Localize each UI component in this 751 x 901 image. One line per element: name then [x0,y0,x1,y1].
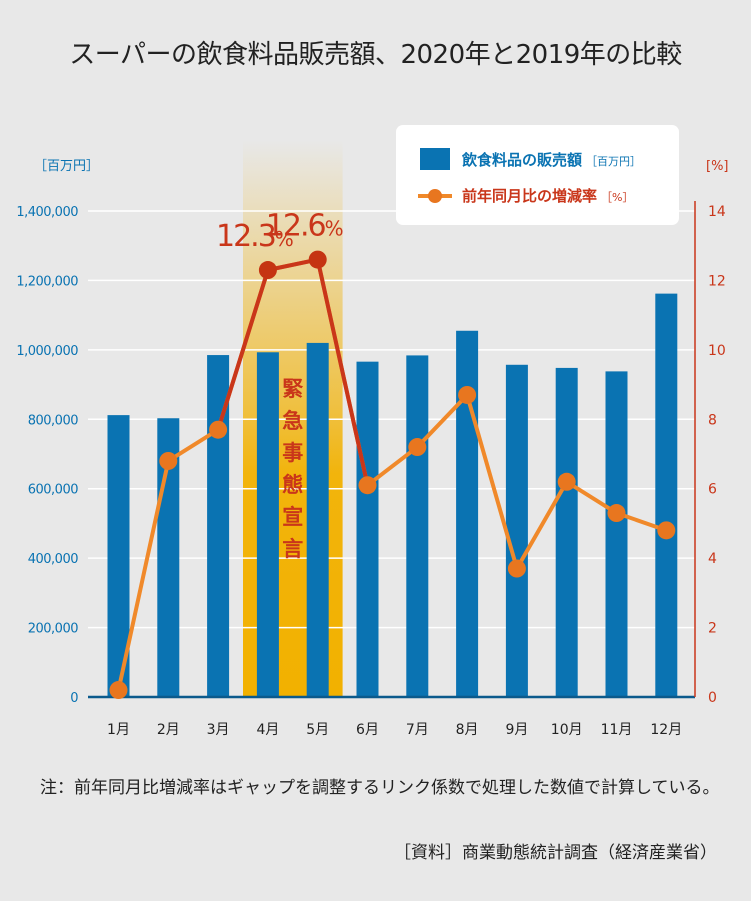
left-tick-label: 400,000 [28,552,78,567]
left-axis-unit: ［百万円］ [34,159,99,174]
bar-3 [207,355,230,697]
rate-point-12 [657,521,676,540]
bar-6 [356,361,379,697]
data-label: 12.6% [266,209,343,244]
highlight-label-char: 態 [282,473,303,497]
rate-point-1 [109,681,128,700]
left-tick-label: 800,000 [28,413,78,428]
rate-point-3 [209,420,228,439]
highlight-label-char: 事 [282,441,303,465]
x-tick-label: 10月 [551,722,583,738]
bar-7 [406,355,429,697]
legend-line-label: 前年同月比の増減率 ［%］ [462,187,633,205]
legend-box [396,125,679,225]
rate-point-2 [159,451,178,470]
x-tick-label: 11月 [601,722,633,738]
legend-line-marker [428,189,442,203]
rate-point-8 [458,385,477,404]
x-tick-label: 8月 [456,722,479,738]
highlight-label-char: 急 [282,409,303,433]
bar-4 [256,352,279,697]
right-tick-label: 6 [708,482,717,498]
x-tick-label: 12月 [650,722,682,738]
right-tick-label: 8 [708,412,717,428]
legend-bar-label: 飲食料品の販売額 ［百万円］ [461,151,641,169]
bar-5 [306,342,329,697]
left-tick-label: 200,000 [28,622,78,637]
right-tick-label: 4 [708,551,717,567]
left-tick-label: 1,000,000 [16,344,78,359]
rate-point-7 [408,438,427,457]
rate-point-4 [258,261,277,280]
bar-9 [505,364,528,697]
footnote: 注：前年同月比増減率はギャップを調整するリンク係数で処理した数値で計算している。 [40,778,720,798]
rate-point-9 [507,559,526,578]
x-tick-label: 7月 [406,722,429,738]
bar-8 [456,330,479,697]
rate-line-highlight [216,257,370,486]
bar-12 [655,293,678,697]
rate-point-6 [358,476,377,495]
right-tick-label: 14 [708,204,726,220]
x-tick-label: 5月 [306,722,329,738]
left-tick-label: 0 [70,691,78,706]
highlight-label-char: 言 [282,537,303,561]
bar-10 [555,367,578,697]
x-tick-label: 4月 [256,722,279,738]
left-tick-label: 1,200,000 [16,274,78,289]
rate-point-5 [308,250,327,269]
right-tick-label: 2 [708,621,717,637]
right-tick-label: 0 [708,690,717,706]
data-label: 12.3% [216,219,293,254]
highlight-label-char: 宣 [282,505,303,529]
x-tick-label: 2月 [157,722,180,738]
bar-1 [107,415,130,697]
x-tick-label: 1月 [107,722,130,738]
right-tick-label: 12 [708,273,726,289]
source-credit: ［資料］商業動態統計調査（経済産業省） [394,843,717,863]
x-tick-label: 3月 [207,722,230,738]
chart-title: スーパーの飲食料品販売額、2020年と2019年の比較 [69,40,682,70]
left-tick-label: 1,400,000 [16,205,78,220]
left-tick-label: 600,000 [28,483,78,498]
rate-line [116,257,667,691]
rate-point-10 [557,472,576,491]
x-tick-label: 6月 [356,722,379,738]
right-tick-label: 10 [708,343,726,359]
highlight-label-char: 緊 [282,377,303,401]
bar-11 [605,371,628,697]
right-axis-unit: [%] [706,159,729,174]
legend-bar-swatch [420,148,450,170]
x-tick-label: 9月 [505,722,528,738]
rate-point-11 [607,504,626,523]
